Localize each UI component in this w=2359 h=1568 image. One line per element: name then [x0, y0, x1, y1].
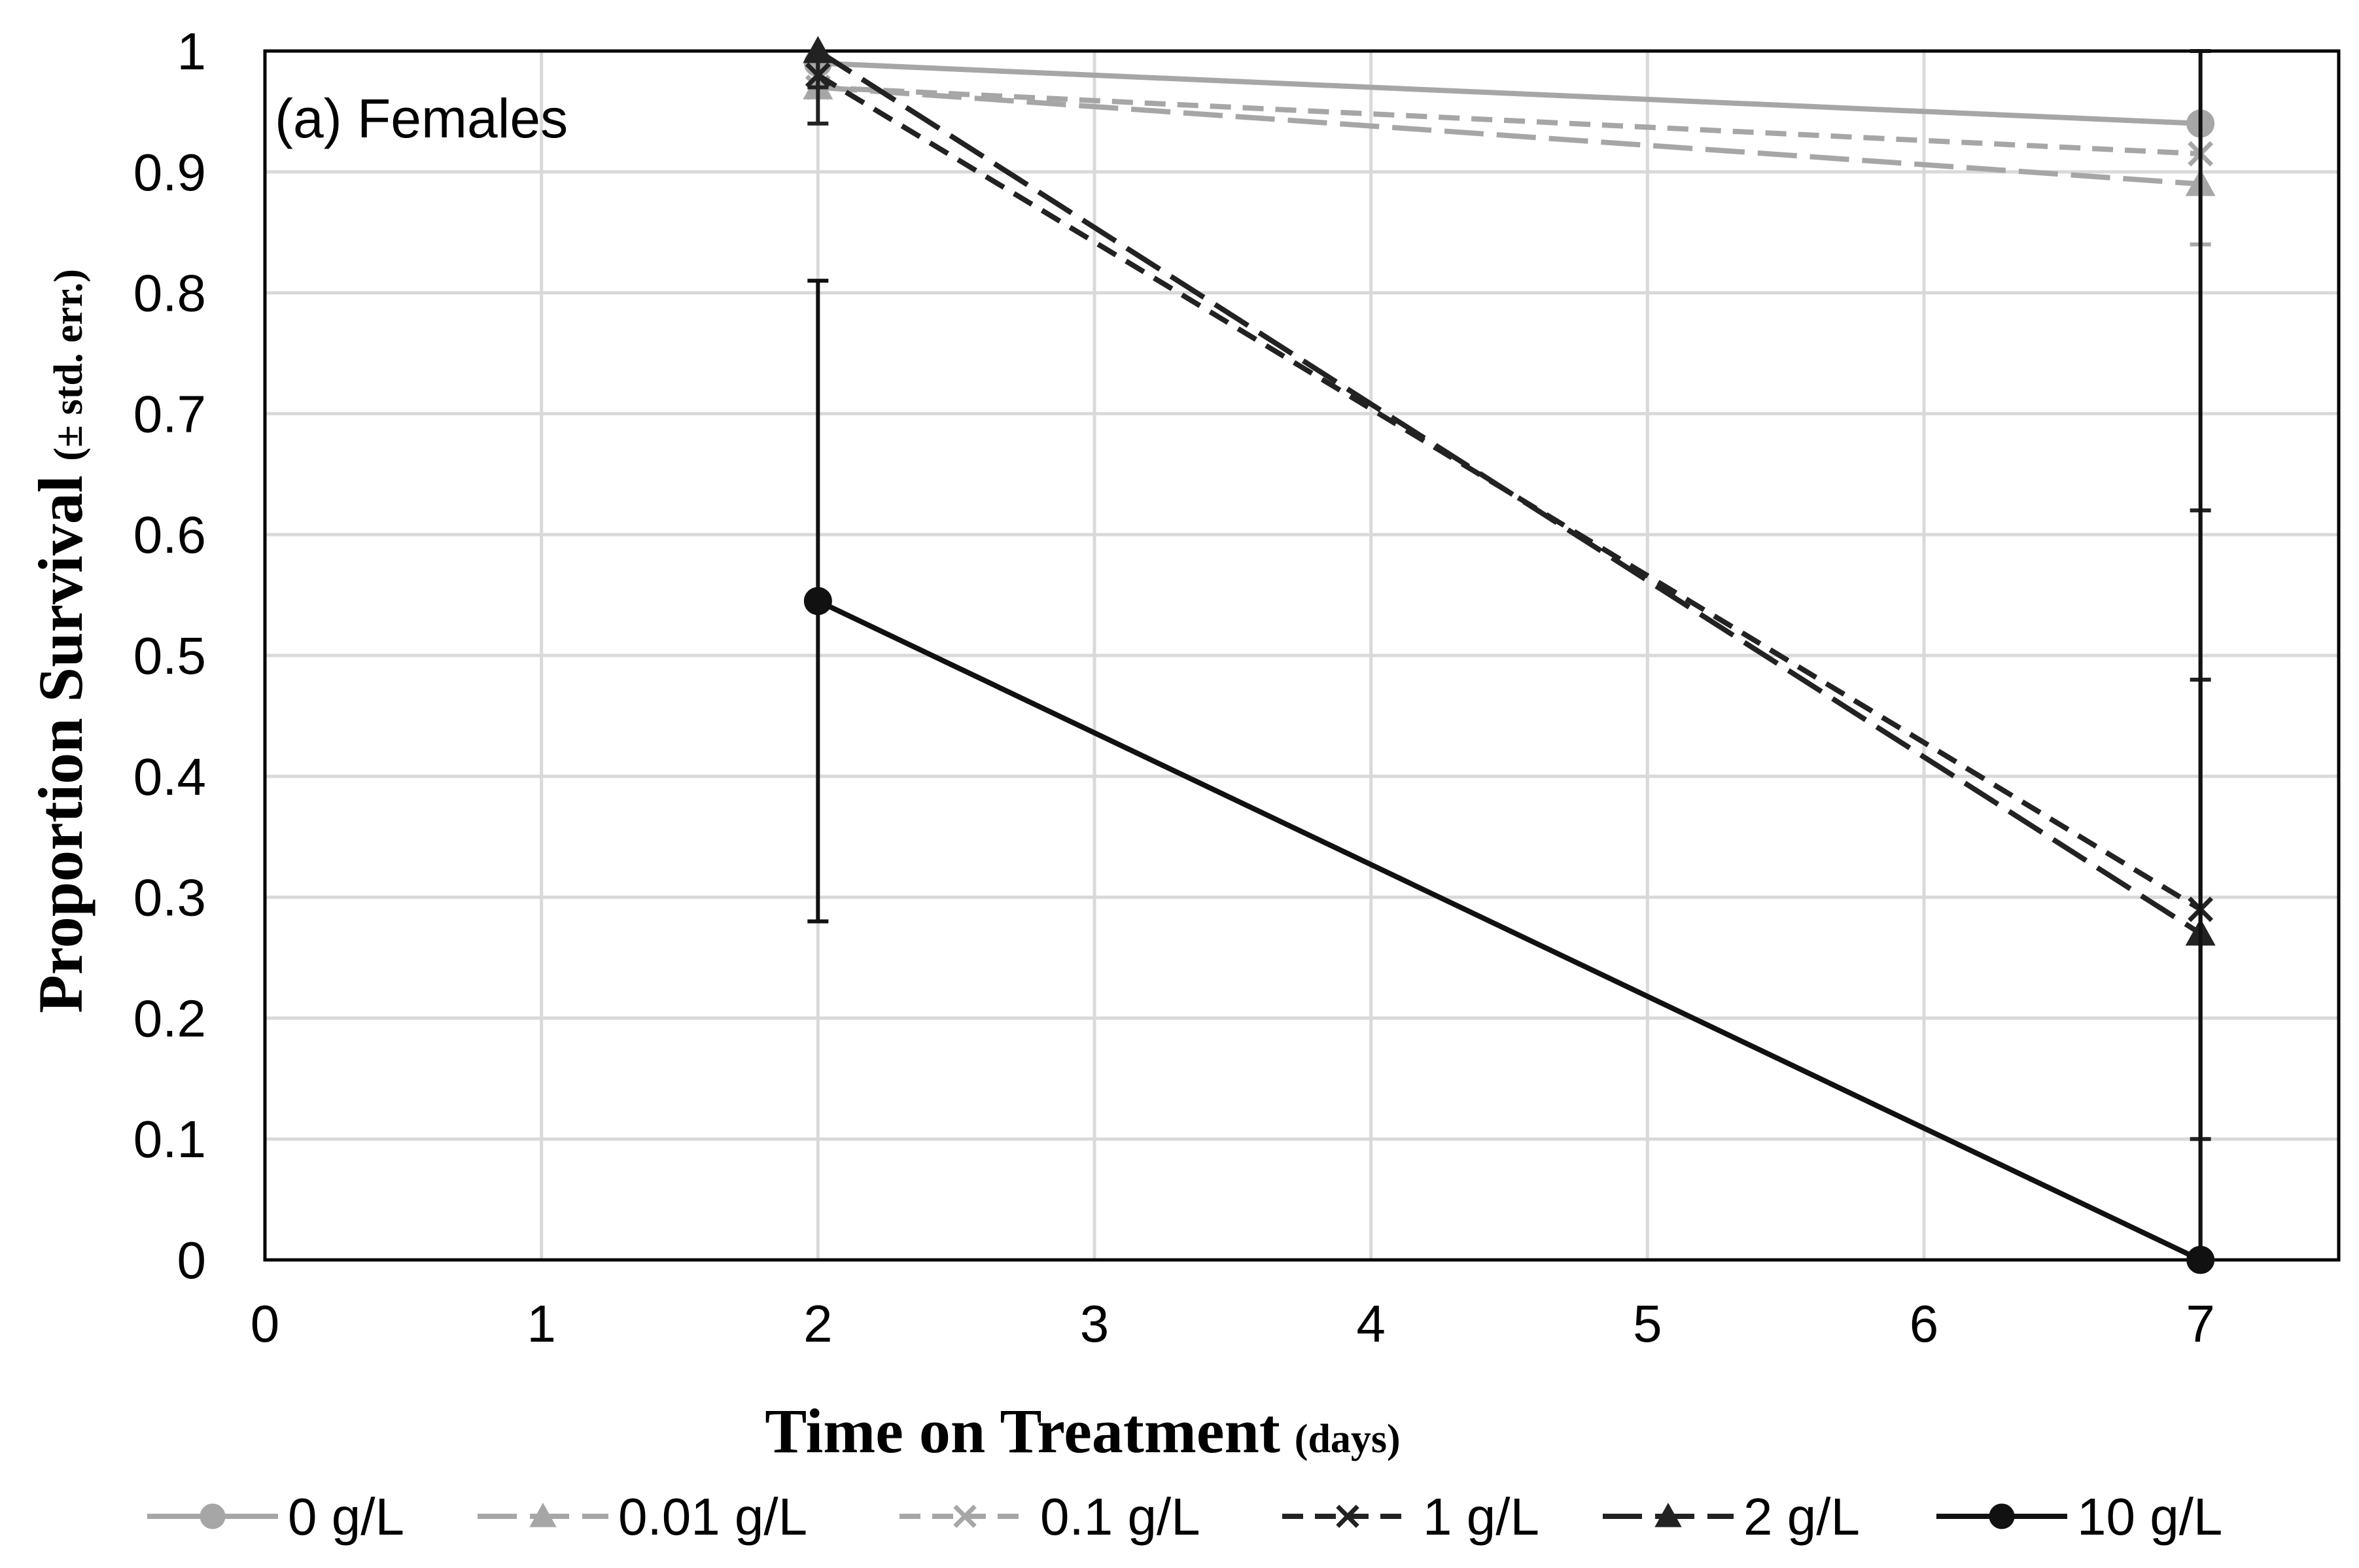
- y-tick-label: 1: [177, 22, 207, 80]
- x-tick-label: 5: [1633, 1295, 1662, 1353]
- x-tick-label: 3: [1080, 1295, 1110, 1353]
- legend-swatch-marker: [1654, 1503, 1682, 1527]
- x-axis-title: Time on Treatment (days): [765, 1396, 1400, 1466]
- legend-item: 2 g/L: [1603, 1488, 1860, 1546]
- legend-swatch-marker: [1336, 1505, 1359, 1528]
- y-tick-label: 0.6: [133, 506, 206, 564]
- y-tick-label: 0.5: [133, 627, 206, 685]
- x-axis-title-unit: (days): [1295, 1417, 1401, 1461]
- x-tick-label: 2: [803, 1295, 833, 1353]
- plot-area-border: [263, 49, 2341, 1262]
- legend: 0 g/L 0.01 g/L 0.1 g/L 1 g/L 2 g/L 10 g/L: [147, 1488, 2222, 1546]
- series-line: [816, 73, 2202, 912]
- series-2-g-l: [803, 36, 2216, 1260]
- series-0-1-g-l: [805, 74, 2214, 167]
- legend-label: 0.01 g/L: [618, 1488, 807, 1546]
- y-tick-label: 0.1: [133, 1110, 206, 1168]
- y-axis-title: Proportion Survival (± std. err.): [26, 269, 96, 1013]
- data-point: [803, 36, 833, 63]
- y-axis-title-main: Proportion Survival: [26, 476, 96, 1013]
- legend-item: 1 g/L: [1282, 1488, 1539, 1546]
- series-10-g-l: [803, 49, 2215, 1274]
- legend-swatch-marker: [1989, 1503, 2015, 1529]
- series-line: [818, 84, 2201, 187]
- legend-item: 0 g/L: [147, 1488, 404, 1546]
- legend-item: 10 g/L: [1936, 1488, 2222, 1546]
- data-point: [2186, 1246, 2215, 1274]
- x-axis-ticks: 0 1 2 3 4 5 6 7: [251, 1295, 2215, 1353]
- y-tick-label: 0.4: [133, 748, 206, 806]
- legend-swatch-marker: [953, 1505, 977, 1528]
- legend-label: 1 g/L: [1423, 1488, 1539, 1546]
- y-tick-label: 0.9: [133, 143, 206, 201]
- x-tick-label: 4: [1356, 1295, 1386, 1353]
- legend-item: 0.01 g/L: [478, 1488, 807, 1546]
- x-tick-label: 6: [1910, 1295, 1939, 1353]
- series-1-g-l: [805, 51, 2214, 1141]
- panel-label: (a) Females: [275, 88, 568, 149]
- series-line: [818, 84, 2201, 157]
- y-tick-label: 0.2: [133, 989, 206, 1047]
- legend-swatch-marker: [529, 1503, 557, 1527]
- gridlines: [263, 49, 2339, 1262]
- legend-swatch-marker: [200, 1503, 226, 1529]
- x-axis-title-main: Time on Treatment: [765, 1396, 1280, 1466]
- series-layer: [803, 36, 2216, 1274]
- y-axis-ticks: 0 0.1 0.2 0.3 0.4 0.5 0.6 0.7 0.8 0.9 1: [133, 22, 206, 1289]
- legend-label: 2 g/L: [1743, 1488, 1860, 1546]
- y-tick-label: 0: [177, 1231, 207, 1289]
- series-line: [816, 599, 2202, 1263]
- x-tick-label: 7: [2186, 1295, 2215, 1353]
- series-0-g-l: [803, 48, 2215, 138]
- x-tick-label: 0: [251, 1295, 280, 1353]
- legend-item: 0.1 g/L: [900, 1488, 1200, 1546]
- legend-label: 0.1 g/L: [1040, 1488, 1200, 1546]
- y-tick-label: 0.3: [133, 869, 206, 927]
- series-line: [816, 48, 2202, 936]
- y-tick-label: 0.7: [133, 385, 206, 443]
- x-tick-label: 1: [527, 1295, 556, 1353]
- legend-label: 0 g/L: [288, 1488, 404, 1546]
- data-point: [803, 587, 832, 616]
- y-axis-title-unit: (± std. err.): [46, 269, 91, 461]
- legend-label: 10 g/L: [2077, 1488, 2222, 1546]
- y-tick-label: 0.8: [133, 264, 206, 322]
- series-line: [818, 60, 2201, 126]
